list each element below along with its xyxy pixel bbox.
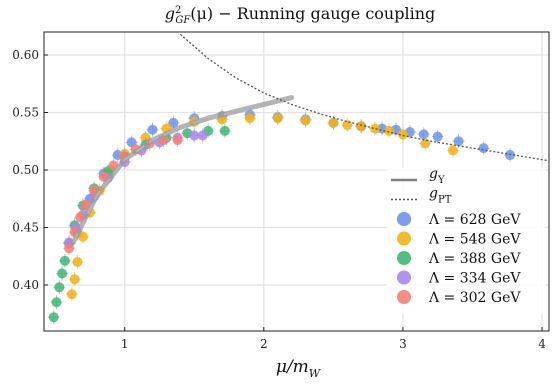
data-point — [197, 130, 208, 141]
legend-label: gY — [429, 166, 445, 186]
legend-marker-swatch — [397, 231, 411, 246]
x-axis-ticks: 1 2 3 4 — [121, 327, 546, 351]
data-point — [272, 113, 283, 124]
legend-label: Λ = 628 GeV — [428, 212, 521, 228]
grid — [44, 32, 549, 331]
legend-entry: Λ = 334 GeV — [397, 270, 521, 287]
axes-frame — [43, 31, 550, 332]
data-point — [478, 143, 489, 154]
data-point — [57, 268, 68, 279]
data-point — [51, 297, 62, 308]
legend-label: gPT — [429, 186, 452, 206]
legend-label: Λ = 548 GeV — [428, 232, 521, 248]
legend-entry: Λ = 388 GeV — [397, 251, 521, 267]
y-axis-ticks: 0.40 0.45 0.50 0.55 0.60 — [12, 48, 48, 292]
data-point — [54, 282, 65, 293]
data-point — [342, 120, 353, 131]
data-point — [397, 129, 408, 140]
plot-area — [47, 33, 549, 325]
x-tick-label: 4 — [538, 337, 546, 351]
data-point — [384, 125, 395, 136]
data-point — [356, 121, 367, 132]
legend-label: Λ = 388 GeV — [428, 251, 521, 267]
data-point — [69, 274, 80, 285]
data-point — [418, 129, 429, 140]
data-point — [189, 130, 200, 141]
legend-entry: gPT — [391, 186, 452, 206]
y-tick-label: 0.40 — [12, 278, 39, 292]
data-point — [172, 135, 183, 146]
x-axis-label: μ/mW — [276, 357, 322, 380]
y-tick-label: 0.55 — [12, 106, 39, 120]
legend-entry: gY — [391, 166, 445, 186]
y-tick-label: 0.50 — [12, 163, 39, 177]
data-point — [168, 117, 179, 128]
data-point — [448, 145, 459, 156]
chart-title: g2 GF(μ) − Running gauge coupling — [165, 4, 436, 26]
x-tick-label: 3 — [399, 337, 407, 351]
data-point — [219, 125, 230, 136]
legend-marker-swatch — [397, 251, 411, 265]
data-point — [432, 131, 443, 142]
data-point — [420, 138, 431, 149]
data-point — [77, 231, 88, 242]
data-point — [48, 312, 59, 323]
data-point — [59, 255, 70, 266]
data-point — [505, 150, 516, 161]
legend-marker-swatch — [397, 212, 411, 226]
legend-box — [387, 168, 545, 314]
data-point — [244, 113, 255, 124]
legend-entry: Λ = 302 GeV — [397, 290, 521, 306]
data-point — [328, 117, 339, 128]
legend-entry: Λ = 548 GeV — [397, 231, 521, 248]
data-point — [147, 124, 158, 135]
curve-g-y-band — [72, 96, 292, 243]
y-tick-label: 0.45 — [12, 221, 39, 235]
data-point — [300, 115, 311, 126]
legend-entry: Λ = 628 GeV — [397, 212, 521, 228]
curve-g-pt — [179, 33, 549, 162]
legend-label: Λ = 302 GeV — [428, 290, 521, 306]
data-point — [66, 289, 77, 300]
data-point — [370, 123, 381, 134]
data-point — [453, 136, 464, 147]
y-tick-label: 0.60 — [12, 48, 39, 62]
legend-marker-swatch — [397, 270, 411, 285]
legend-marker-swatch — [397, 290, 411, 304]
data-point — [64, 243, 75, 254]
data-point — [72, 257, 83, 267]
x-tick-label: 1 — [121, 337, 129, 351]
x-tick-label: 2 — [260, 337, 268, 351]
legend-label: Λ = 334 GeV — [428, 271, 521, 287]
